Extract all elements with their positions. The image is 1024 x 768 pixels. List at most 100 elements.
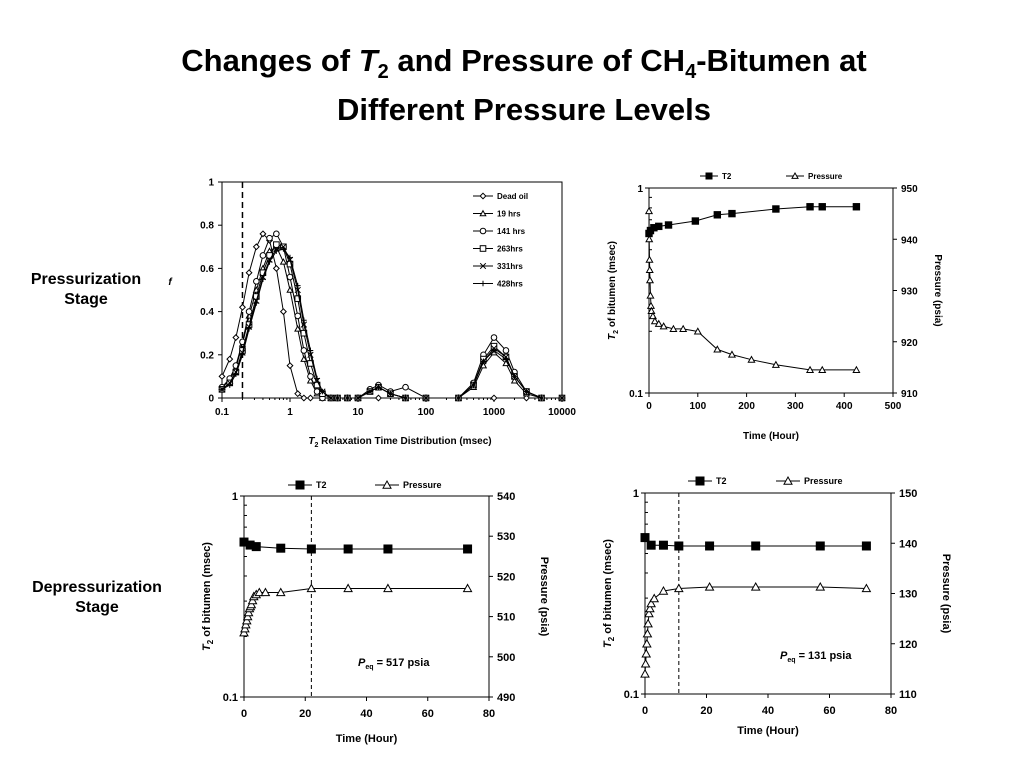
- x-tick-label: 60: [823, 705, 835, 717]
- annotation-text: = 131 psia: [796, 650, 853, 662]
- data-point: [245, 269, 253, 277]
- data-point: [641, 638, 652, 648]
- data-point: [640, 658, 651, 668]
- equilibrium-annotation: Peq = 131 psia: [780, 650, 852, 664]
- data-point: [523, 388, 530, 395]
- data-point: [254, 587, 265, 597]
- data-point: [272, 264, 280, 272]
- y2-tick-label: 150: [899, 488, 917, 500]
- plot-area-frame: [648, 187, 894, 394]
- data-point: [253, 300, 260, 306]
- y2-tick-label: 930: [901, 287, 918, 298]
- data-point: [852, 365, 861, 373]
- data-point: [246, 326, 252, 332]
- title-part-b: and Pressure of CH: [388, 43, 686, 78]
- data-point: [510, 376, 519, 384]
- data-point: [704, 581, 715, 591]
- data-point: [645, 276, 655, 284]
- legend-label: T2: [316, 480, 327, 490]
- data-point: [705, 541, 715, 551]
- y-axis-label-sub: 2: [607, 636, 616, 641]
- x-tick-label: 200: [738, 401, 755, 412]
- data-point: [402, 395, 409, 401]
- y2-tick-label: 130: [899, 589, 917, 601]
- data-point: [343, 583, 353, 593]
- legend-label: 331hrs: [497, 262, 523, 271]
- data-point: [470, 382, 477, 388]
- y-axis-label: T2 of bitumen (msec): [602, 539, 616, 648]
- data-point: [245, 308, 253, 315]
- data-point: [490, 334, 498, 341]
- pressurization-label-line-2: Stage: [64, 291, 108, 308]
- y-axis-label-t: T: [607, 333, 618, 340]
- data-point: [654, 319, 663, 327]
- data-point: [273, 230, 280, 238]
- data-point: [286, 286, 294, 293]
- data-point: [273, 241, 280, 248]
- depressurization-label-line-2: Stage: [75, 599, 119, 616]
- x-axis-label-sub: 2: [315, 442, 319, 449]
- x-tick-label: 1: [287, 407, 293, 418]
- plot-area-frame: [644, 492, 892, 695]
- title-line-2: Different Pressure Levels: [337, 92, 711, 128]
- t2-distribution-chart: 0.1 1 10 100 1000 10000 0 0.2 0.4 0.6 0.8 1 T2 Relax…: [168, 178, 576, 450]
- equilibrium-annotation: Peq = 517 psia: [358, 657, 430, 671]
- data-point: [806, 203, 814, 211]
- y-axis-label-rest: of bitumen (msec): [602, 539, 614, 637]
- data-point: [650, 317, 659, 325]
- data-point: [301, 317, 307, 324]
- y2-tick-label: 110: [899, 689, 917, 701]
- x-axis-label-rest: Relaxation Time Distribution (msec): [318, 436, 491, 447]
- x-tick-label: 20: [700, 705, 712, 717]
- data-point: [226, 382, 233, 388]
- data-point: [455, 395, 462, 401]
- annotation-text: = 517 psia: [374, 657, 431, 669]
- data-point: [344, 395, 351, 401]
- data-point: [502, 359, 510, 367]
- x-tick-label: 0.1: [215, 407, 229, 418]
- data-point: [253, 278, 260, 285]
- data-point: [313, 388, 321, 395]
- legend-label: Pressure: [804, 476, 843, 486]
- data-point: [294, 325, 302, 332]
- y-axis-label: T2 of bitumen (msec): [607, 241, 620, 340]
- data-point: [727, 350, 737, 358]
- data-point: [233, 371, 239, 378]
- legend-marker: [295, 480, 305, 490]
- data-point: [266, 234, 273, 242]
- data-point: [307, 373, 314, 380]
- x-tick-label: 40: [762, 705, 774, 717]
- data-point: [691, 217, 700, 225]
- data-point: [805, 365, 815, 373]
- depressurization-stage-label: Depressurization Stage: [17, 578, 177, 618]
- legend-marker: [479, 192, 487, 200]
- y-axis-label-sub: 2: [613, 330, 620, 334]
- x-tick-label: 10000: [548, 407, 576, 418]
- y2-axis-label: Pressure (psia): [538, 557, 550, 637]
- data-point: [640, 668, 650, 678]
- title-italic-t: T: [358, 43, 378, 78]
- data-point: [861, 541, 871, 551]
- data-point: [273, 248, 280, 254]
- y-tick-label: 0.1: [223, 692, 238, 704]
- data-point: [649, 593, 660, 603]
- x-tick-label: 60: [422, 708, 434, 720]
- data-point: [522, 394, 530, 402]
- y2-tick-label: 140: [899, 538, 917, 550]
- y-tick-label: 0.1: [629, 389, 643, 400]
- data-point: [852, 203, 861, 211]
- pressurization-stage-label: Pressurization Stage: [6, 270, 166, 310]
- data-point: [818, 203, 826, 211]
- data-point: [818, 365, 827, 373]
- legend-label: Dead oil: [497, 192, 528, 201]
- page-title: Changes of T2 and Pressure of CH4-Bitume…: [0, 42, 1024, 129]
- x-tick-label: 0: [241, 708, 247, 720]
- x-tick-label: 40: [360, 708, 372, 720]
- x-tick-label: 20: [299, 708, 311, 720]
- legend-marker: [480, 280, 486, 287]
- series-line: [648, 211, 857, 371]
- y-tick-label: 1: [232, 491, 238, 503]
- data-point: [306, 583, 317, 593]
- data-point: [480, 358, 487, 365]
